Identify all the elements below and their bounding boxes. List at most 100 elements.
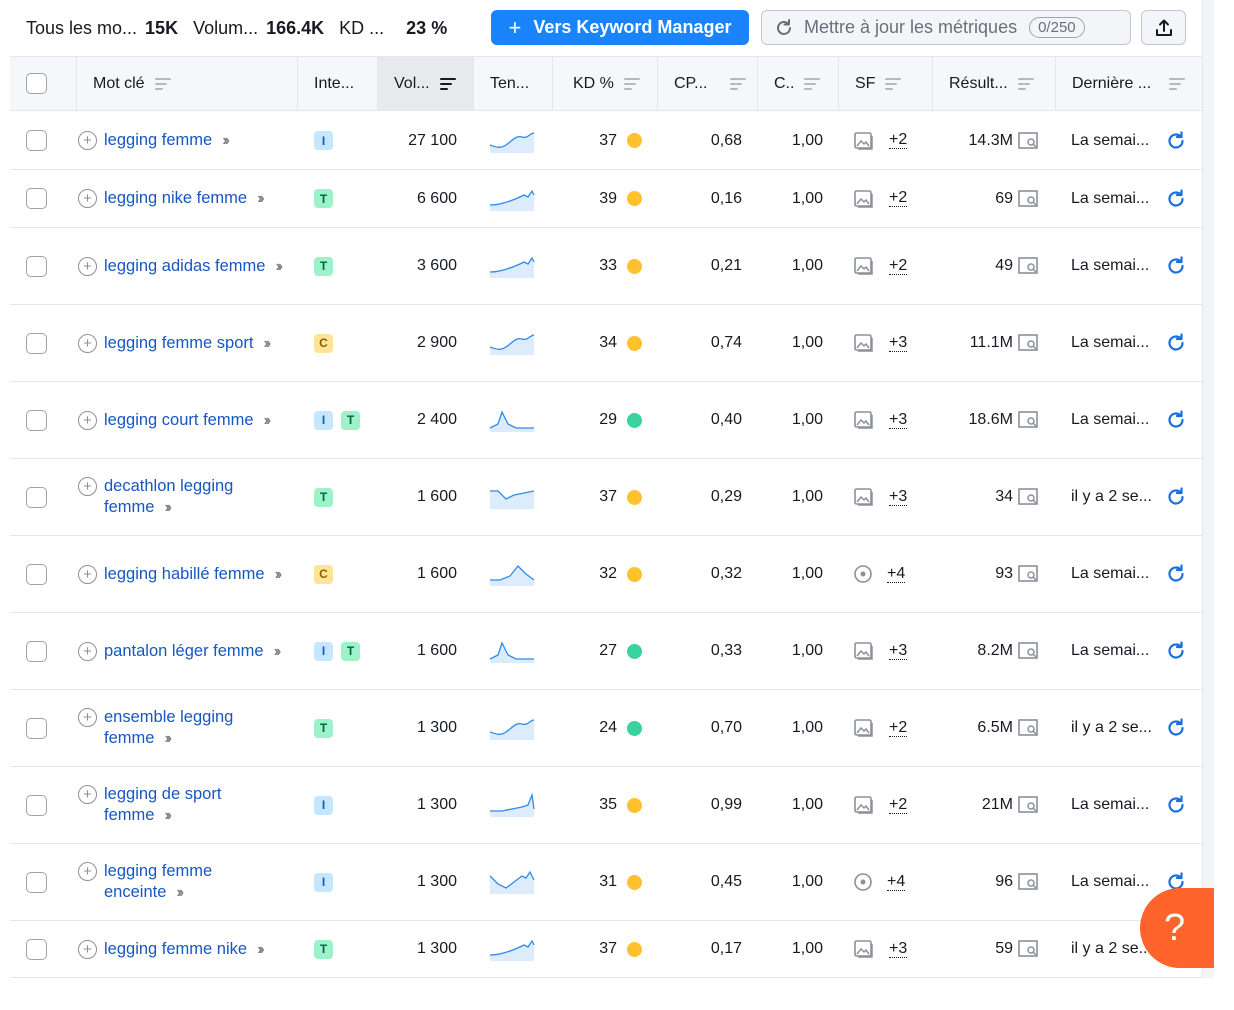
serp-preview-icon[interactable] [1018,334,1040,352]
col-trend[interactable]: Ten... [473,57,552,110]
col-volume[interactable]: Vol... [377,57,473,110]
table-row[interactable]: + legging femme enceinte ›› I 1 300 31 0,… [10,844,1202,921]
col-cpc[interactable]: CP... [657,57,757,110]
refresh-icon[interactable] [1166,188,1186,209]
col-last-update[interactable]: Dernière ... [1055,57,1202,110]
keyword-link[interactable]: legging de sport femme ›› [104,784,284,826]
serp-preview-icon[interactable] [1018,131,1040,150]
chevron-double-right-icon[interactable]: ›› [263,334,271,352]
serp-preview-icon[interactable] [1018,796,1040,814]
serp-preview-icon[interactable] [1018,719,1040,737]
serp-more-link[interactable]: +3 [889,641,908,660]
chevron-double-right-icon[interactable]: ›› [222,132,229,149]
row-checkbox[interactable] [26,563,47,585]
table-row[interactable]: + decathlon legging femme ›› T 1 600 37 0… [10,459,1202,536]
add-keyword-icon[interactable]: + [78,256,97,276]
row-checkbox[interactable] [26,332,47,354]
serp-more-link[interactable]: +2 [889,718,908,737]
serp-preview-icon[interactable] [1018,940,1040,958]
update-metrics-button[interactable]: Mettre à jour les métriques 0/250 [761,10,1131,45]
serp-more-link[interactable]: +3 [889,939,908,958]
serp-more-link[interactable]: +3 [889,410,908,429]
col-results[interactable]: Résult... [932,57,1055,110]
row-checkbox[interactable] [26,871,47,893]
serp-more-link[interactable]: +3 [889,333,908,352]
keyword-link[interactable]: legging nike femme ›› [104,188,284,209]
table-row[interactable]: + legging de sport femme ›› I 1 300 35 0,… [10,767,1202,844]
serp-preview-icon[interactable] [1018,873,1040,891]
refresh-icon[interactable] [1166,130,1186,151]
serp-more-link[interactable]: +4 [887,564,906,583]
table-row[interactable]: + legging nike femme ›› T 6 600 39 0,16 1… [10,170,1202,228]
chevron-double-right-icon[interactable]: ›› [274,565,282,583]
keyword-link[interactable]: legging habillé femme ›› [104,564,284,585]
row-checkbox[interactable] [26,130,47,151]
keyword-link[interactable]: legging femme ›› [104,130,284,151]
refresh-icon[interactable] [1166,641,1186,661]
serp-more-link[interactable]: +3 [889,487,908,506]
chevron-double-right-icon[interactable]: ›› [164,807,171,824]
add-keyword-icon[interactable]: + [78,131,97,150]
table-row[interactable]: + legging femme sport ›› C 2 900 34 0,74 … [10,305,1202,382]
row-checkbox[interactable] [26,794,47,816]
keyword-link[interactable]: legging femme nike ›› [104,939,284,960]
col-kd[interactable]: KD % [552,57,657,110]
add-keyword-icon[interactable]: + [78,785,97,804]
keyword-link[interactable]: legging court femme ›› [104,410,284,431]
keyword-link[interactable]: ensemble legging femme ›› [104,707,284,749]
col-serp-features[interactable]: SF [838,57,932,110]
keyword-link[interactable]: legging femme enceinte ›› [104,861,284,903]
export-button[interactable] [1141,10,1186,45]
add-keyword-icon[interactable]: + [78,939,97,959]
serp-preview-icon[interactable] [1018,565,1040,583]
table-row[interactable]: + legging femme ›› I 27 100 37 0,68 1,00 … [10,112,1202,170]
keyword-link[interactable]: legging femme sport ›› [104,333,284,354]
table-row[interactable]: + ensemble legging femme ›› T 1 300 24 0,… [10,690,1202,767]
serp-more-link[interactable]: +2 [889,189,908,207]
add-keyword-icon[interactable]: + [78,708,97,727]
add-keyword-icon[interactable]: + [78,862,97,881]
add-keyword-icon[interactable]: + [78,477,97,496]
serp-preview-icon[interactable] [1018,642,1040,660]
row-checkbox[interactable] [26,717,47,739]
row-checkbox[interactable] [26,188,47,209]
select-all-checkbox[interactable] [26,73,47,94]
table-row[interactable]: + legging habillé femme ›› C 1 600 32 0,3… [10,536,1202,613]
refresh-icon[interactable] [1166,256,1186,276]
row-checkbox[interactable] [26,938,47,960]
refresh-icon[interactable] [1166,487,1186,507]
chevron-double-right-icon[interactable]: ›› [257,190,264,207]
row-checkbox[interactable] [26,486,47,508]
refresh-icon[interactable] [1166,872,1186,892]
chevron-double-right-icon[interactable]: ›› [164,499,171,516]
keyword-link[interactable]: pantalon léger femme ›› [104,641,284,662]
chevron-double-right-icon[interactable]: ›› [164,730,171,747]
refresh-icon[interactable] [1166,410,1186,430]
table-row[interactable]: + legging femme nike ›› T 1 300 37 0,17 1… [10,921,1202,978]
col-keyword[interactable]: Mot clé [76,57,297,110]
help-button[interactable]: ? [1140,888,1214,968]
keyword-link[interactable]: legging adidas femme ›› [104,256,284,277]
refresh-icon[interactable] [1166,795,1186,815]
row-checkbox[interactable] [26,640,47,662]
col-competition[interactable]: C.. [757,57,838,110]
row-checkbox[interactable] [26,409,47,431]
serp-preview-icon[interactable] [1018,488,1040,506]
serp-more-link[interactable]: +4 [887,872,906,891]
serp-preview-icon[interactable] [1018,189,1040,208]
add-keyword-icon[interactable]: + [78,189,97,208]
table-row[interactable]: + legging adidas femme ›› T 3 600 33 0,21… [10,228,1202,305]
chevron-double-right-icon[interactable]: ›› [263,411,271,429]
serp-preview-icon[interactable] [1018,411,1040,429]
keyword-manager-button[interactable]: + Vers Keyword Manager [491,10,749,45]
serp-more-link[interactable]: +2 [889,795,908,814]
col-intent[interactable]: Inte... [297,57,377,110]
keyword-link[interactable]: decathlon legging femme ›› [104,476,284,518]
refresh-icon[interactable] [1166,564,1186,584]
refresh-icon[interactable] [1166,333,1186,353]
chevron-double-right-icon[interactable]: ›› [176,884,183,901]
row-checkbox[interactable] [26,255,47,277]
serp-preview-icon[interactable] [1018,257,1040,275]
